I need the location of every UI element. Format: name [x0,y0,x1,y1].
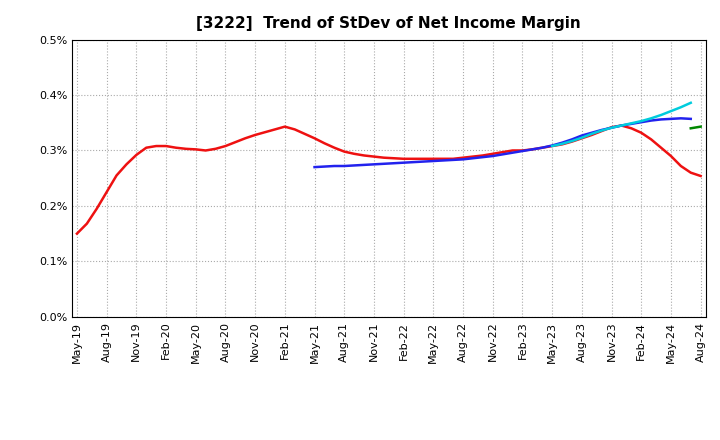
5 Years [350,163,359,168]
5 Years [409,159,418,165]
7 Years [558,141,567,147]
5 Years [459,157,467,162]
Line: 7 Years: 7 Years [552,103,690,146]
5 Years [558,140,567,145]
3 Years [469,154,477,159]
Title: [3222]  Trend of StDev of Net Income Margin: [3222] Trend of StDev of Net Income Marg… [197,16,581,32]
5 Years [449,157,457,162]
3 Years [479,153,487,158]
7 Years [607,125,616,130]
7 Years [617,123,626,128]
5 Years [330,163,338,169]
5 Years [567,137,576,142]
3 Years [73,231,81,236]
5 Years [657,117,665,122]
5 Years [647,118,655,123]
7 Years [647,116,655,121]
5 Years [379,161,388,166]
5 Years [518,148,527,154]
5 Years [390,161,398,166]
3 Years [330,145,338,150]
Line: 3 Years: 3 Years [77,125,701,234]
5 Years [607,125,616,130]
5 Years [686,116,695,121]
5 Years [498,152,507,157]
Line: 5 Years: 5 Years [315,118,690,167]
5 Years [508,150,517,155]
5 Years [429,158,438,164]
Line: 10 Years: 10 Years [690,127,701,128]
7 Years [598,128,606,133]
7 Years [677,105,685,110]
3 Years [379,155,388,160]
7 Years [588,131,596,136]
5 Years [627,121,636,127]
5 Years [310,165,319,170]
5 Years [400,160,408,165]
5 Years [369,161,378,167]
5 Years [637,120,646,125]
3 Years [617,123,626,128]
7 Years [657,112,665,117]
5 Years [360,162,369,168]
7 Years [637,118,646,124]
7 Years [577,135,586,140]
5 Years [479,154,487,160]
3 Years [696,173,705,179]
5 Years [598,127,606,132]
7 Years [667,109,675,114]
5 Years [528,147,536,152]
5 Years [439,158,448,163]
5 Years [488,154,497,159]
5 Years [588,130,596,136]
5 Years [469,156,477,161]
10 Years [696,124,705,129]
3 Years [152,143,161,149]
7 Years [627,121,636,126]
7 Years [567,139,576,144]
7 Years [686,100,695,106]
5 Years [419,159,428,164]
5 Years [340,163,348,169]
5 Years [677,116,685,121]
10 Years [686,126,695,131]
5 Years [617,123,626,128]
3 Years [419,156,428,161]
7 Years [548,143,557,149]
5 Years [538,145,546,150]
5 Years [548,143,557,148]
5 Years [320,164,329,169]
5 Years [577,133,586,138]
5 Years [667,116,675,121]
